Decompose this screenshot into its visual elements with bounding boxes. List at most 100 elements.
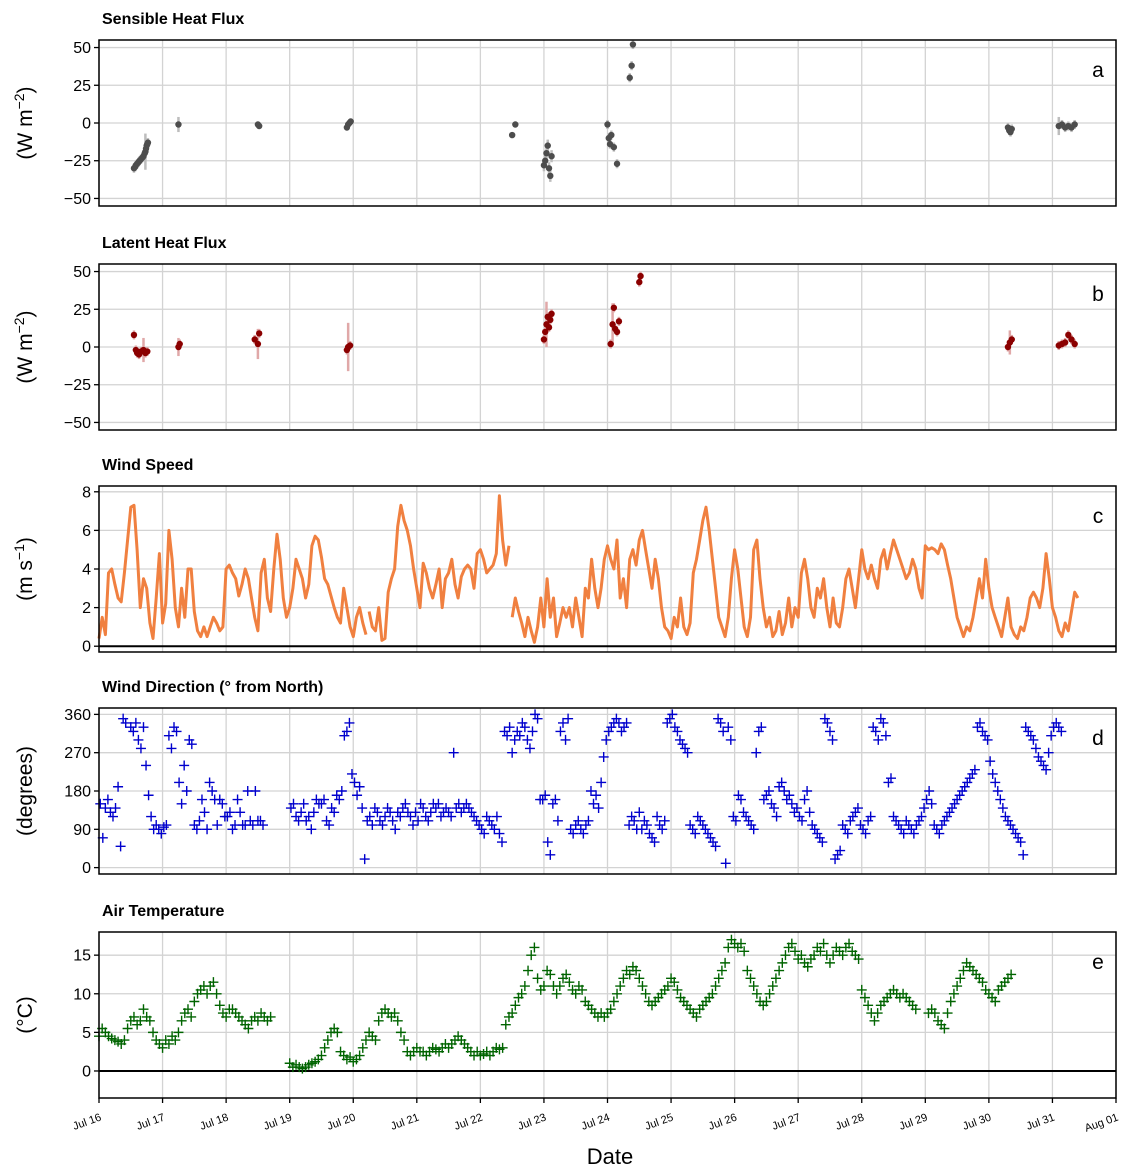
data-point xyxy=(723,942,734,953)
panel-letter: c xyxy=(1093,505,1104,528)
data-point xyxy=(204,777,215,788)
y-ticks-c: 0 2 4 6 8 xyxy=(82,484,99,656)
data-point xyxy=(910,1004,921,1015)
y-tick-label: 0 xyxy=(82,860,91,877)
y-tick-label: 5 xyxy=(82,1025,91,1042)
data-point xyxy=(906,824,917,835)
data-point xyxy=(977,977,988,988)
data-point xyxy=(631,965,642,976)
data-point xyxy=(763,786,774,796)
data-point xyxy=(730,815,741,826)
x-tick-label: Jul 23 xyxy=(516,1112,548,1133)
data-point xyxy=(446,811,457,822)
data-point xyxy=(537,794,548,805)
data-point xyxy=(990,777,1001,788)
data-point xyxy=(516,988,527,999)
y-axis-label: (m s−1) xyxy=(11,537,37,601)
data-point xyxy=(885,773,896,784)
data-point xyxy=(691,1011,702,1022)
data-point xyxy=(176,798,187,809)
data-point xyxy=(224,807,235,818)
data-point xyxy=(649,837,660,848)
y-tick-label: 0 xyxy=(82,1063,91,1080)
data-point xyxy=(858,824,869,835)
wind-speed-line xyxy=(97,503,368,640)
data-point xyxy=(208,977,219,988)
data-point xyxy=(163,730,174,741)
data-point xyxy=(593,803,604,814)
x-tick-label: Jul 16 xyxy=(71,1112,103,1133)
data-point xyxy=(774,781,785,792)
data-point xyxy=(883,777,894,788)
data-point xyxy=(474,820,485,831)
data-point xyxy=(316,1050,327,1061)
data-point xyxy=(977,726,988,737)
data-point xyxy=(723,722,734,733)
y-tick-label: 4 xyxy=(82,562,91,579)
data-point xyxy=(844,938,855,949)
gridlines-b xyxy=(98,264,1117,430)
data-point xyxy=(697,820,708,831)
data-point xyxy=(634,807,645,818)
data-point xyxy=(774,965,785,976)
data-point xyxy=(669,977,680,988)
data-point xyxy=(476,824,487,835)
data-point xyxy=(815,946,826,957)
data-point xyxy=(564,977,575,988)
data-point xyxy=(456,807,467,818)
data-point xyxy=(1046,730,1057,741)
data-point xyxy=(770,973,781,984)
panel-c: 0 2 4 6 8 Wind Speed c (m s−1) xyxy=(11,457,1117,656)
data-point xyxy=(257,820,268,831)
data-point xyxy=(715,717,726,728)
data-point xyxy=(619,722,630,733)
data-point xyxy=(491,811,502,822)
data-point xyxy=(830,854,841,865)
data-point xyxy=(692,811,703,822)
series-a xyxy=(130,40,1078,182)
data-point xyxy=(105,807,116,818)
data-point xyxy=(827,734,838,745)
data-point xyxy=(931,824,942,835)
data-point xyxy=(644,828,655,839)
data-point xyxy=(380,811,391,822)
data-point xyxy=(926,798,937,809)
data-point xyxy=(552,815,563,826)
y-axis-label: (degrees) xyxy=(14,746,37,836)
data-point xyxy=(804,807,815,818)
data-point xyxy=(568,828,579,839)
data-point xyxy=(828,950,839,961)
data-point xyxy=(545,165,553,172)
data-point xyxy=(500,1019,511,1030)
y-tick-label: 270 xyxy=(64,745,91,762)
data-point xyxy=(962,777,973,788)
data-point xyxy=(221,1011,232,1022)
x-tick-label: Jul 17 xyxy=(135,1112,167,1133)
data-point xyxy=(789,807,800,818)
data-point xyxy=(637,981,648,992)
panel-title: Sensible Heat Flux xyxy=(102,11,244,28)
data-point xyxy=(1065,331,1072,339)
data-point xyxy=(296,807,307,818)
data-point xyxy=(713,713,724,724)
data-point xyxy=(863,815,874,826)
data-point xyxy=(646,832,657,843)
data-point xyxy=(662,981,673,992)
data-point xyxy=(1002,815,1013,826)
data-point xyxy=(1041,764,1052,775)
data-point xyxy=(443,807,454,818)
data-point xyxy=(523,965,534,976)
data-point xyxy=(756,722,767,733)
panel-letter: b xyxy=(1092,283,1104,306)
x-tick-label: Jul 26 xyxy=(707,1112,739,1133)
data-point xyxy=(489,824,500,835)
data-point xyxy=(720,858,731,869)
y-tick-label: 0 xyxy=(82,639,91,656)
data-point xyxy=(779,786,790,796)
data-point xyxy=(186,739,197,750)
data-point xyxy=(354,781,365,792)
data-point xyxy=(1000,811,1011,822)
data-point xyxy=(710,841,721,852)
series-b xyxy=(130,271,1078,372)
data-point xyxy=(575,824,586,835)
